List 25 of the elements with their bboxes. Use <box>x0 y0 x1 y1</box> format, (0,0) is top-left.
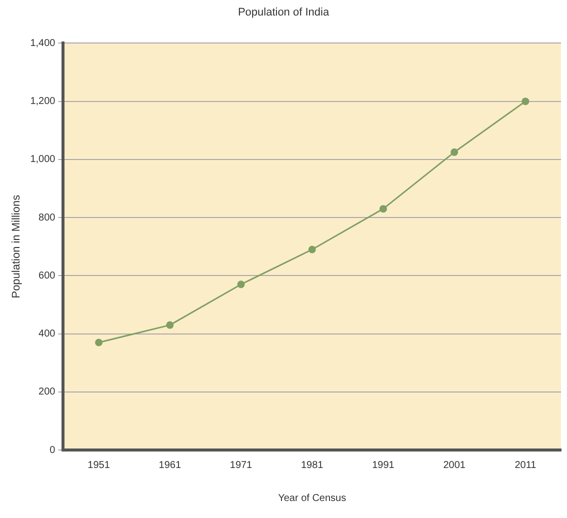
x-tick-label: 2011 <box>514 460 537 471</box>
point <box>237 280 245 288</box>
y-tick-label: 400 <box>38 328 56 340</box>
y-axis-title: Population in Millions <box>10 194 23 298</box>
point <box>166 321 174 329</box>
y-tick-label: 0 <box>50 444 56 456</box>
y-tick-label: 600 <box>38 270 56 282</box>
y-tick-label: 800 <box>38 212 56 224</box>
x-tick-label: 1961 <box>158 460 182 471</box>
x-tick-label: 1971 <box>230 460 253 471</box>
point <box>450 148 458 156</box>
point <box>95 338 103 346</box>
x-tick-label: 1951 <box>88 460 110 471</box>
x-tick-label: 2001 <box>443 460 466 471</box>
x-tick-label: 1981 <box>300 460 324 471</box>
y-tick-label: 200 <box>38 386 56 398</box>
x-axis-title: Year of Census <box>278 492 346 504</box>
y-tick-label: 1,200 <box>30 96 56 108</box>
point <box>522 98 530 106</box>
chart-title: Population of India <box>238 6 330 19</box>
point <box>308 246 316 254</box>
y-tick-label: 1,400 <box>30 38 56 49</box>
x-tick-label: 1991 <box>372 460 395 471</box>
point <box>379 205 387 213</box>
y-tick-label: 1,000 <box>30 154 56 166</box>
